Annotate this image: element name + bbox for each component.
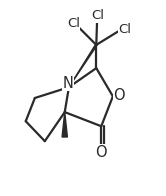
Polygon shape <box>62 112 67 137</box>
Text: Cl: Cl <box>67 17 80 30</box>
Text: N: N <box>63 76 74 91</box>
Text: O: O <box>113 88 125 103</box>
Polygon shape <box>69 44 97 87</box>
Text: O: O <box>95 145 107 160</box>
Text: Cl: Cl <box>91 9 104 22</box>
Text: Cl: Cl <box>118 23 131 36</box>
